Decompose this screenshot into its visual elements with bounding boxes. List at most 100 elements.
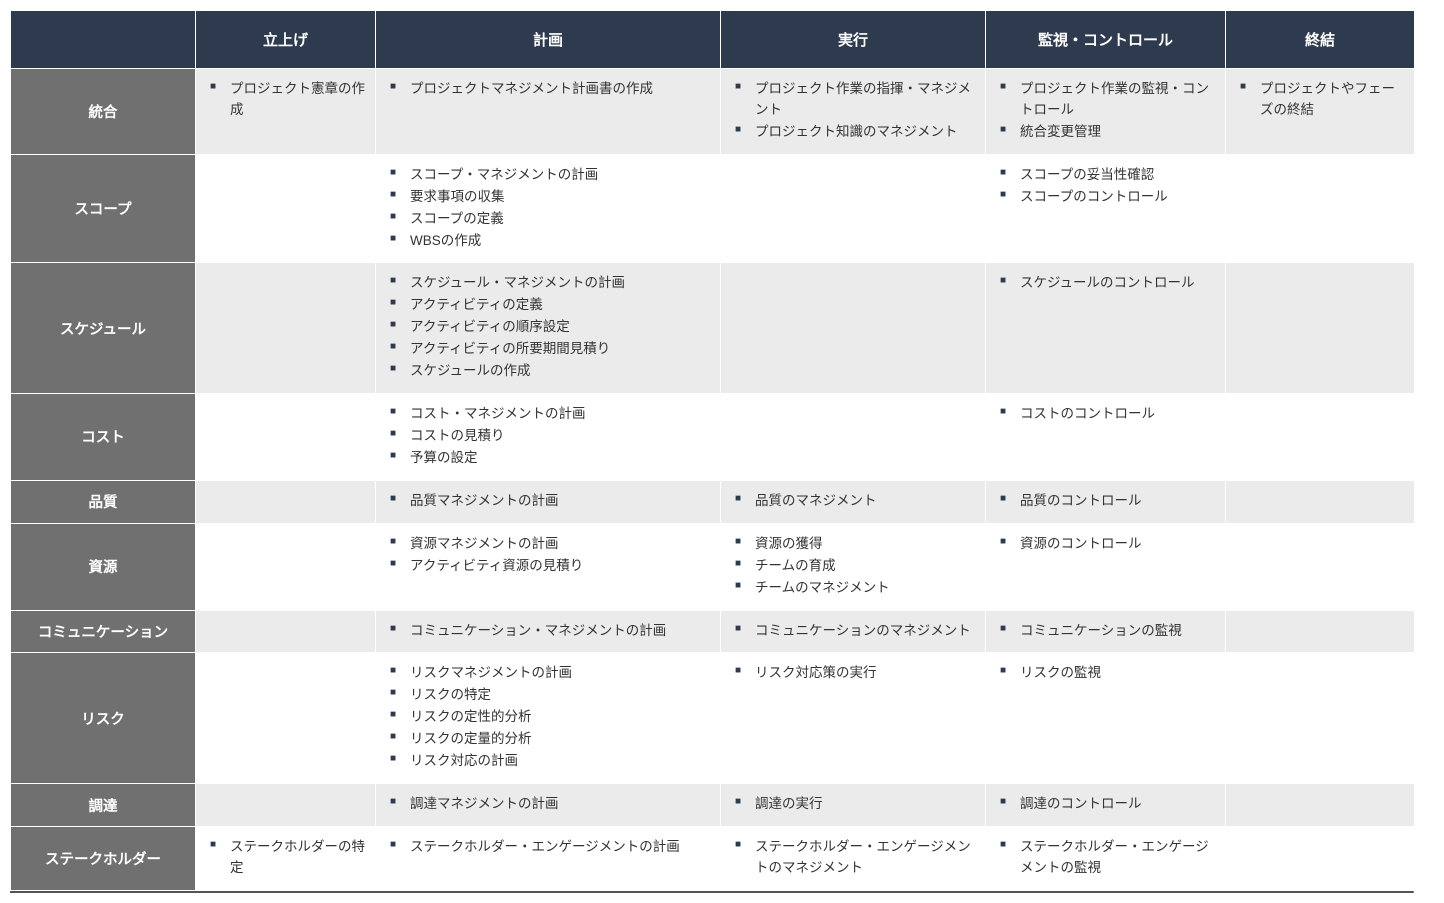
process-item: リスクマネジメントの計画 [390, 663, 710, 684]
process-item: リスクの定性的分析 [390, 707, 710, 728]
process-item: コミュニケーションの監視 [1000, 621, 1215, 642]
process-item: スコープのコントロール [1000, 187, 1215, 208]
matrix-cell [196, 653, 376, 784]
matrix-cell [196, 394, 376, 481]
process-list: スコープの妥当性確認スコープのコントロール [994, 165, 1215, 208]
process-item: 調達マネジメントの計画 [390, 794, 710, 815]
matrix-cell [196, 154, 376, 263]
row-header: ステークホルダー [11, 826, 196, 890]
process-list: コスト・マネジメントの計画コストの見積り予算の設定 [384, 404, 710, 469]
process-list: 品質のマネジメント [729, 491, 975, 512]
matrix-cell: プロジェクトマネジメント計画書の作成 [376, 69, 721, 155]
matrix-cell: リスクの監視 [986, 653, 1226, 784]
process-list: コミュニケーションのマネジメント [729, 621, 975, 642]
process-item: 資源マネジメントの計画 [390, 534, 710, 555]
matrix-cell [196, 784, 376, 827]
matrix-cell: ステークホルダーの特定 [196, 826, 376, 890]
process-list: ステークホルダー・エンゲージメントの監視 [994, 837, 1215, 879]
matrix-cell [1226, 653, 1415, 784]
col-closing: 終結 [1226, 11, 1415, 69]
matrix-cell: スケジュール・マネジメントの計画アクティビティの定義アクティビティの順序設定アク… [376, 263, 721, 394]
table-row: 品質 品質マネジメントの計画 品質のマネジメント 品質のコントロール [11, 480, 1415, 523]
process-list: プロジェクトやフェーズの終結 [1234, 79, 1404, 121]
col-monitoring: 監視・コントロール [986, 11, 1226, 69]
process-item: リスクの監視 [1000, 663, 1215, 684]
process-item: アクティビティ資源の見積り [390, 556, 710, 577]
process-item: リスク対応の計画 [390, 751, 710, 772]
process-item: スケジュールのコントロール [1000, 273, 1215, 294]
process-list: 資源の獲得チームの育成チームのマネジメント [729, 534, 975, 599]
process-item: ステークホルダー・エンゲージメントの監視 [1000, 837, 1215, 879]
process-list: コミュニケーション・マネジメントの計画 [384, 621, 710, 642]
process-item: コストのコントロール [1000, 404, 1215, 425]
process-list: プロジェクト憲章の作成 [204, 79, 365, 121]
process-item: アクティビティの定義 [390, 295, 710, 316]
matrix-cell [721, 263, 986, 394]
process-list: スコープ・マネジメントの計画要求事項の収集スコープの定義WBSの作成 [384, 165, 710, 252]
pmbok-process-matrix: 立上げ 計画 実行 監視・コントロール 終結 統合プロジェクト憲章の作成プロジェ… [10, 10, 1414, 893]
process-item: プロジェクトマネジメント計画書の作成 [390, 79, 710, 100]
process-item: チームのマネジメント [735, 578, 975, 599]
process-item: リスクの定量的分析 [390, 729, 710, 750]
row-header: 調達 [11, 784, 196, 827]
process-item: アクティビティの所要期間見積り [390, 339, 710, 360]
process-item: コミュニケーション・マネジメントの計画 [390, 621, 710, 642]
process-item: アクティビティの順序設定 [390, 317, 710, 338]
process-list: プロジェクトマネジメント計画書の作成 [384, 79, 710, 100]
process-list: 資源マネジメントの計画アクティビティ資源の見積り [384, 534, 710, 577]
matrix-cell: スケジュールのコントロール [986, 263, 1226, 394]
process-item: 品質のマネジメント [735, 491, 975, 512]
process-item: スコープ・マネジメントの計画 [390, 165, 710, 186]
matrix-cell: プロジェクト作業の監視・コントロール統合変更管理 [986, 69, 1226, 155]
process-item: スケジュール・マネジメントの計画 [390, 273, 710, 294]
matrix-cell: 資源マネジメントの計画アクティビティ資源の見積り [376, 523, 721, 610]
process-list: リスクマネジメントの計画リスクの特定リスクの定性的分析リスクの定量的分析リスク対… [384, 663, 710, 772]
process-item: 統合変更管理 [1000, 122, 1215, 143]
process-item: コミュニケーションのマネジメント [735, 621, 975, 642]
process-item: ステークホルダー・エンゲージメントのマネジメント [735, 837, 975, 879]
matrix-cell: リスクマネジメントの計画リスクの特定リスクの定性的分析リスクの定量的分析リスク対… [376, 653, 721, 784]
row-header: 品質 [11, 480, 196, 523]
table-row: スケジュール スケジュール・マネジメントの計画アクティビティの定義アクティビティの… [11, 263, 1415, 394]
matrix-cell: スコープ・マネジメントの計画要求事項の収集スコープの定義WBSの作成 [376, 154, 721, 263]
row-header: リスク [11, 653, 196, 784]
process-list: スケジュール・マネジメントの計画アクティビティの定義アクティビティの順序設定アク… [384, 273, 710, 382]
matrix-cell [1226, 523, 1415, 610]
matrix-cell: コミュニケーションの監視 [986, 610, 1226, 653]
process-list: 資源のコントロール [994, 534, 1215, 555]
process-list: 品質のコントロール [994, 491, 1215, 512]
process-list: 調達のコントロール [994, 794, 1215, 815]
table-row: 調達調達マネジメントの計画調達の実行調達のコントロール [11, 784, 1415, 827]
process-item: プロジェクトやフェーズの終結 [1240, 79, 1404, 121]
row-header: コスト [11, 394, 196, 481]
table-row: リスクリスクマネジメントの計画リスクの特定リスクの定性的分析リスクの定量的分析リ… [11, 653, 1415, 784]
process-item: 品質のコントロール [1000, 491, 1215, 512]
process-list: ステークホルダー・エンゲージメントのマネジメント [729, 837, 975, 879]
process-item: 資源のコントロール [1000, 534, 1215, 555]
process-item: コストの見積り [390, 426, 710, 447]
process-list: コミュニケーションの監視 [994, 621, 1215, 642]
matrix-cell [1226, 154, 1415, 263]
row-header: スコープ [11, 154, 196, 263]
table-row: コミュニケーションコミュニケーション・マネジメントの計画コミュニケーションのマネ… [11, 610, 1415, 653]
matrix-cell: ステークホルダー・エンゲージメントの計画 [376, 826, 721, 890]
row-header: スケジュール [11, 263, 196, 394]
matrix-cell [1226, 784, 1415, 827]
matrix-body: 統合プロジェクト憲章の作成プロジェクトマネジメント計画書の作成プロジェクト作業の… [11, 69, 1415, 891]
matrix-table: 立上げ 計画 実行 監視・コントロール 終結 統合プロジェクト憲章の作成プロジェ… [10, 10, 1415, 891]
table-row: コスト コスト・マネジメントの計画コストの見積り予算の設定 コストのコントロール [11, 394, 1415, 481]
process-list: プロジェクト作業の監視・コントロール統合変更管理 [994, 79, 1215, 143]
process-item: リスクの特定 [390, 685, 710, 706]
process-list: ステークホルダーの特定 [204, 837, 365, 879]
process-item: コスト・マネジメントの計画 [390, 404, 710, 425]
process-item: 品質マネジメントの計画 [390, 491, 710, 512]
matrix-cell: プロジェクト作業の指揮・マネジメントプロジェクト知識のマネジメント [721, 69, 986, 155]
matrix-cell: 品質のコントロール [986, 480, 1226, 523]
matrix-cell: ステークホルダー・エンゲージメントの監視 [986, 826, 1226, 890]
process-item: ステークホルダーの特定 [210, 837, 365, 879]
header-row: 立上げ 計画 実行 監視・コントロール 終結 [11, 11, 1415, 69]
matrix-cell [196, 523, 376, 610]
process-item: スケジュールの作成 [390, 361, 710, 382]
process-list: コストのコントロール [994, 404, 1215, 425]
matrix-cell: 資源のコントロール [986, 523, 1226, 610]
